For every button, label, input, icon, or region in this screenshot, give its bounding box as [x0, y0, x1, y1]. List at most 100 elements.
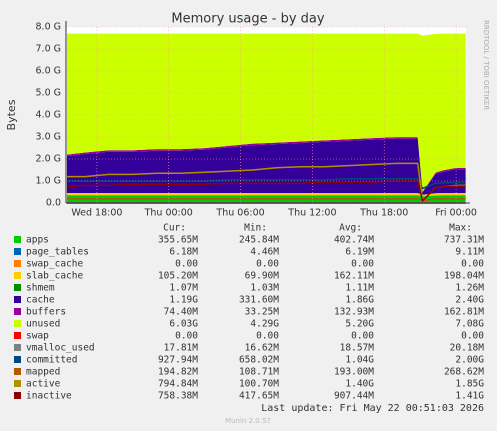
stat-value: 794.84M — [158, 379, 198, 390]
stat-value: 1.11M — [345, 283, 374, 294]
area — [66, 195, 466, 197]
stat-value: 2.00G — [455, 355, 484, 366]
y-axis-label: Bytes — [5, 99, 18, 130]
legend-swatch — [14, 356, 21, 363]
stat-value: 6.19M — [345, 247, 374, 258]
x-tick-label: Fri 00:00 — [435, 208, 477, 219]
area — [66, 192, 466, 197]
stat-value: 0.00 — [351, 259, 374, 270]
stats-header: Avg: — [339, 223, 362, 234]
x-tick-label: Thu 12:00 — [287, 208, 336, 219]
stat-value: 1.03M — [250, 283, 279, 294]
stat-value: 1.40G — [345, 379, 374, 390]
legend-swatch — [14, 296, 21, 303]
legend-label: active — [26, 379, 61, 390]
stat-value: 16.62M — [245, 343, 280, 354]
stat-value: 4.29G — [250, 319, 279, 330]
y-tick-label: 7.0 G — [36, 44, 62, 55]
y-tick-label: 6.0 G — [36, 66, 62, 77]
legend-swatch — [14, 320, 21, 327]
stat-value: 737.31M — [444, 235, 484, 246]
stat-value: 2.40G — [455, 295, 484, 306]
y-tick-label: 2.0 G — [36, 154, 62, 165]
legend-label: vmalloc_used — [26, 343, 95, 354]
legend-swatch — [14, 260, 21, 267]
legend-label: committed — [26, 355, 77, 366]
side-text: RRDTOOL / TOBI OETIKER — [482, 20, 490, 110]
stat-value: 245.84M — [239, 235, 279, 246]
stat-value: 74.40M — [164, 307, 199, 318]
stat-value: 6.03G — [169, 319, 198, 330]
y-tick-label: 0.0 — [46, 198, 61, 209]
stat-value: 1.86G — [345, 295, 374, 306]
stats-header: Cur: — [163, 223, 186, 234]
stats-header: Max: — [449, 223, 472, 234]
area — [66, 33, 466, 192]
stat-value: 1.85G — [455, 379, 484, 390]
legend-label: shmem — [26, 283, 55, 294]
y-tick-label: 1.0 G — [36, 176, 62, 187]
chart-title: Memory usage - by day — [171, 12, 324, 27]
legend-label: mapped — [26, 367, 60, 378]
y-tick-label: 3.0 G — [36, 132, 62, 143]
legend-swatch — [14, 392, 21, 399]
stat-value: 194.82M — [158, 367, 198, 378]
legend-label: buffers — [26, 307, 66, 318]
stat-value: 7.08G — [455, 319, 484, 330]
footer: Last update: Fri May 22 00:51:03 2026 — [261, 403, 484, 414]
legend-label: apps — [26, 235, 49, 246]
legend-swatch — [14, 368, 21, 375]
legend-label: page_tables — [26, 247, 89, 258]
stat-value: 100.70M — [239, 379, 279, 390]
stat-value: 17.81M — [164, 343, 199, 354]
stat-value: 162.81M — [444, 307, 484, 318]
stat-value: 0.00 — [351, 331, 374, 342]
stat-value: 0.00 — [461, 259, 484, 270]
stat-value: 108.71M — [239, 367, 279, 378]
line — [66, 178, 466, 190]
legend-swatch — [14, 332, 21, 339]
legend-swatch — [14, 344, 21, 351]
stat-value: 5.20G — [345, 319, 374, 330]
legend-label: unused — [26, 319, 60, 330]
legend-swatch — [14, 308, 21, 315]
stat-value: 1.04G — [345, 355, 374, 366]
stat-value: 331.60M — [239, 295, 279, 306]
stat-value: 1.07M — [169, 283, 198, 294]
legend-label: swap_cache — [26, 259, 83, 270]
stat-value: 907.44M — [334, 391, 374, 402]
stat-value: 6.18M — [169, 247, 198, 258]
stat-value: 20.18M — [450, 343, 485, 354]
stat-value: 1.41G — [455, 391, 484, 402]
stat-value: 1.26M — [455, 283, 484, 294]
stat-value: 402.74M — [334, 235, 374, 246]
stat-value: 658.02M — [239, 355, 279, 366]
legend-label: inactive — [26, 391, 72, 402]
stat-value: 193.00M — [334, 367, 374, 378]
legend-label: cache — [26, 295, 55, 306]
stat-value: 0.00 — [175, 259, 198, 270]
stat-value: 198.04M — [444, 271, 484, 282]
stat-value: 0.00 — [256, 259, 279, 270]
legend-swatch — [14, 248, 21, 255]
stat-value: 758.38M — [158, 391, 198, 402]
y-tick-label: 4.0 G — [36, 110, 62, 121]
stat-value: 417.65M — [239, 391, 279, 402]
x-tick-label: Thu 18:00 — [359, 208, 408, 219]
stat-value: 132.93M — [334, 307, 374, 318]
legend-swatch — [14, 272, 21, 279]
stats-header: Min: — [244, 223, 267, 234]
line — [66, 198, 466, 202]
legend-swatch — [14, 236, 21, 243]
stat-value: 927.94M — [158, 355, 198, 366]
x-tick-label: Wed 18:00 — [71, 208, 122, 219]
y-tick-label: 8.0 G — [36, 22, 62, 33]
stat-value: 105.20M — [158, 271, 198, 282]
legend-label: swap — [26, 331, 49, 342]
stat-value: 9.11M — [455, 247, 484, 258]
stat-value: 0.00 — [256, 331, 279, 342]
stat-value: 0.00 — [461, 331, 484, 342]
stat-value: 1.19G — [169, 295, 198, 306]
stat-value: 4.46M — [250, 247, 279, 258]
